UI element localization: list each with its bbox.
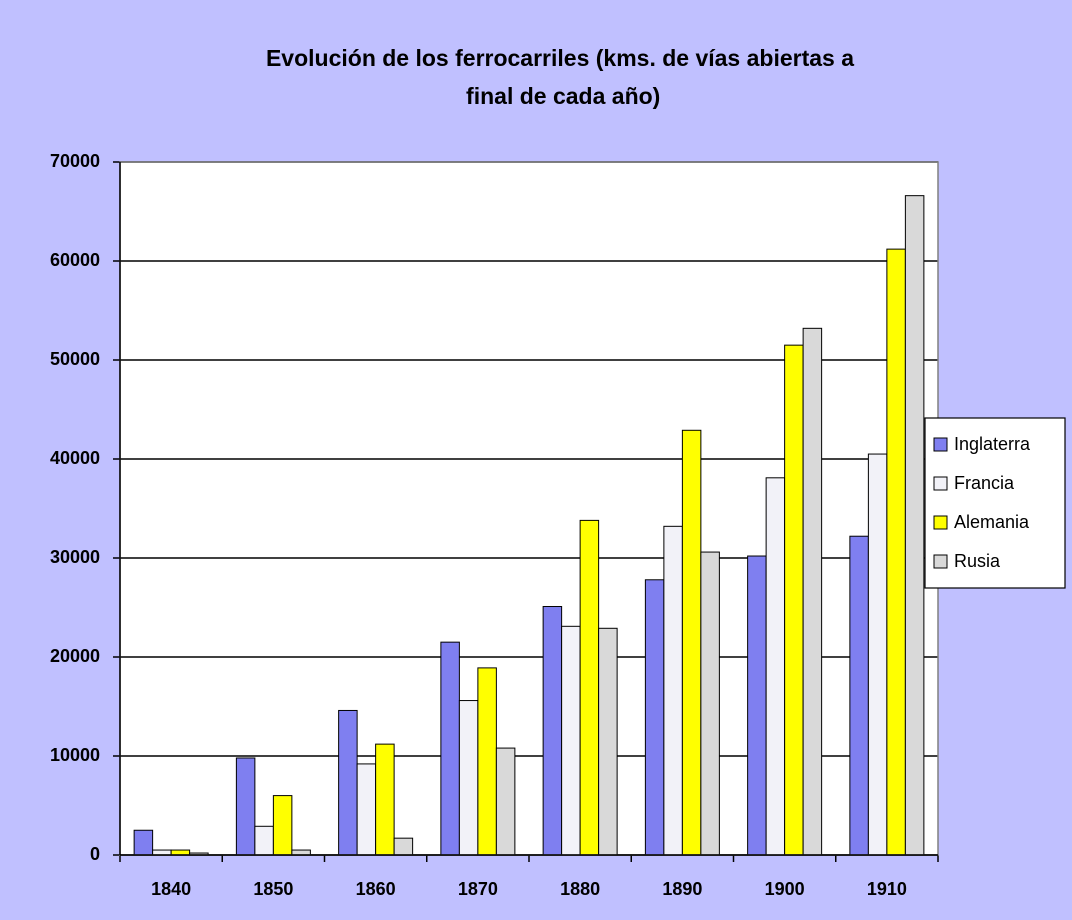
x-tick-label: 1890 <box>662 879 702 899</box>
bar <box>765 477 786 856</box>
y-tick-label: 60000 <box>50 250 100 270</box>
y-tick-label: 0 <box>90 844 100 864</box>
bar <box>440 641 460 856</box>
bar <box>747 555 767 856</box>
y-tick-label: 50000 <box>50 349 100 369</box>
bar <box>542 606 563 856</box>
y-tick-label: 30000 <box>50 547 100 567</box>
legend-swatch <box>933 515 948 530</box>
bar <box>477 667 497 856</box>
bar <box>272 795 293 856</box>
bar <box>802 327 823 856</box>
bar <box>579 519 600 856</box>
bar <box>458 700 479 856</box>
y-tick-label: 40000 <box>50 448 100 468</box>
bar <box>849 535 869 856</box>
x-tick-label: 1840 <box>151 879 191 899</box>
bar <box>561 625 581 856</box>
bar <box>784 344 804 856</box>
x-tick-label: 1900 <box>765 879 805 899</box>
bar <box>700 551 720 856</box>
x-tick-label: 1860 <box>356 879 396 899</box>
bar <box>393 837 414 856</box>
x-tick-label: 1870 <box>458 879 498 899</box>
bar <box>904 195 925 856</box>
bar <box>495 747 516 856</box>
legend-label: Inglaterra <box>954 434 1031 454</box>
bar <box>338 709 358 856</box>
legend-swatch <box>933 476 948 491</box>
bar <box>598 627 618 856</box>
x-tick-label: 1910 <box>867 879 907 899</box>
bar <box>644 579 665 856</box>
legend-swatch <box>933 437 948 452</box>
x-tick-label: 1880 <box>560 879 600 899</box>
bar <box>681 429 702 856</box>
bar <box>356 763 377 856</box>
chart-title: Evolución de los ferrocarriles (kms. de … <box>266 45 854 109</box>
bar <box>867 453 888 856</box>
legend-box <box>924 417 1066 589</box>
bar <box>133 829 154 856</box>
x-tick-label: 1850 <box>253 879 293 899</box>
y-tick-label: 10000 <box>50 745 100 765</box>
y-tick-label: 70000 <box>50 151 100 171</box>
legend-label: Rusia <box>954 551 1001 571</box>
bar <box>886 248 906 856</box>
legend-label: Francia <box>954 473 1015 493</box>
legend-swatch <box>933 554 948 569</box>
legend-label: Alemania <box>954 512 1030 532</box>
bar <box>254 825 274 856</box>
y-tick-label: 20000 <box>50 646 100 666</box>
bar <box>235 757 256 856</box>
bar <box>663 525 683 856</box>
bar <box>375 743 395 856</box>
